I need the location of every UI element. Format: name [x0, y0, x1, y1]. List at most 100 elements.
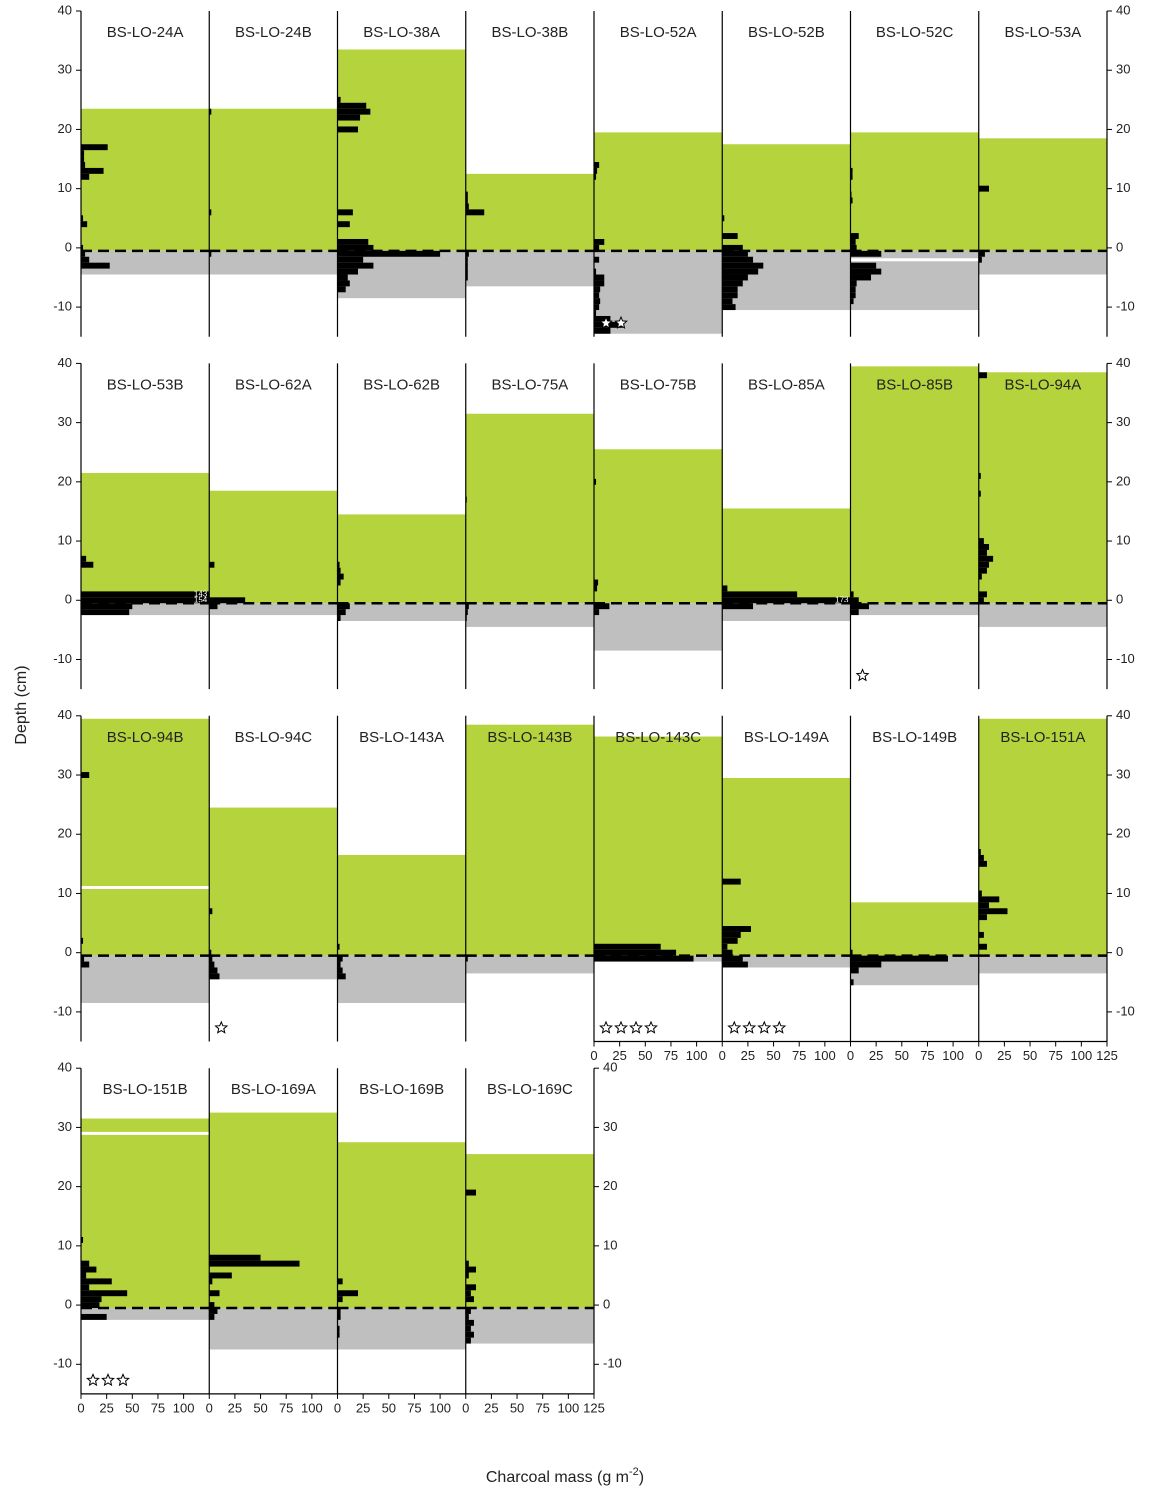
bar: [594, 585, 598, 592]
panel-title: BS-LO-52C: [876, 24, 954, 41]
y-tick-label: 40: [1116, 707, 1130, 722]
bar: [465, 1313, 469, 1320]
x-tick-label: 0: [975, 1048, 982, 1063]
bar: [337, 961, 341, 968]
panel-title: BS-LO-75A: [492, 376, 569, 393]
bar: [209, 1278, 213, 1285]
bar: [850, 238, 856, 245]
bar: [81, 955, 85, 962]
y-tick-label: 30: [58, 62, 72, 77]
panel-title: BS-LO-143B: [487, 729, 572, 746]
x-tick-label: 50: [638, 1048, 652, 1063]
y-tick-label: 40: [58, 2, 72, 17]
bar: [337, 209, 353, 216]
bar: [978, 472, 981, 479]
bar: [978, 250, 985, 257]
panel-title: BS-LO-94B: [107, 729, 184, 746]
bar: [209, 1302, 215, 1309]
bar: [337, 943, 340, 950]
bar: [209, 597, 246, 604]
bar: [594, 579, 599, 586]
bar: [209, 908, 213, 915]
x-axis-label: Charcoal mass (g m-2): [486, 1466, 644, 1486]
x-tick-label: 0: [77, 1400, 84, 1415]
panel: BS-LO-85B: [849, 363, 979, 690]
bar: [465, 1308, 471, 1314]
bar: [337, 108, 371, 115]
bar: [722, 262, 764, 269]
x-tick-label: 25: [228, 1400, 242, 1415]
bar: [465, 609, 468, 616]
x-tick-label: 75: [664, 1048, 678, 1063]
base-layer: [209, 250, 338, 275]
panel: BS-LO-94C: [208, 715, 338, 1042]
bar: [81, 173, 90, 180]
bar: [594, 274, 605, 281]
bar: [722, 961, 748, 968]
y-tick-label: 20: [58, 121, 72, 136]
y-tick-label: 0: [603, 1297, 610, 1312]
y-tick-label: -10: [53, 299, 72, 314]
bar: [337, 286, 346, 293]
panel-title: BS-LO-85B: [876, 376, 953, 393]
y-tick-label: 10: [603, 1237, 617, 1252]
bar: [465, 1296, 474, 1303]
bar: [978, 256, 982, 263]
base-layer: [978, 250, 1107, 275]
star: [742, 1020, 757, 1034]
base-layer: [209, 603, 338, 616]
bars: [81, 772, 90, 968]
bars: [337, 1278, 359, 1338]
y-tick-label: 0: [1116, 944, 1123, 959]
bar: [81, 156, 85, 163]
y-tick-label: 40: [603, 1060, 617, 1075]
panel-title: BS-LO-85A: [748, 376, 825, 393]
panel-title: BS-LO-149B: [872, 729, 957, 746]
bar: [209, 961, 215, 968]
bar: [594, 943, 661, 950]
x-tick-label: 25: [484, 1400, 498, 1415]
bar: [978, 490, 981, 497]
bar: [594, 304, 600, 311]
bar: [594, 244, 600, 251]
surface-layer: [81, 472, 210, 604]
star: [757, 1020, 772, 1034]
bars: [209, 108, 212, 257]
star: [116, 1373, 130, 1387]
bar: [850, 233, 859, 239]
bar: [978, 544, 990, 550]
surface-layer: [465, 1154, 594, 1309]
panel-title: BS-LO-94C: [235, 729, 313, 746]
base-layer: [465, 250, 594, 287]
panel: 173 BS-LO-85A: [721, 363, 851, 690]
panel: BS-LO-52C: [849, 11, 979, 337]
bar: [850, 274, 872, 281]
x-tick-label: 0: [847, 1048, 854, 1063]
y-tick-label: 20: [1116, 826, 1130, 841]
bar: [465, 603, 469, 610]
bar: [209, 973, 220, 980]
panel: BS-LO-52A: [593, 11, 723, 337]
x-tick-label: 125: [583, 1400, 605, 1415]
base-layer: [850, 603, 979, 616]
panel-title: BS-LO-24B: [235, 24, 312, 41]
x-tick-label: 75: [279, 1400, 293, 1415]
x-tick-label: 100: [814, 1048, 836, 1063]
base-layer: [209, 955, 338, 980]
bar: [465, 256, 468, 263]
surface-layer: [978, 138, 1107, 251]
bar: [978, 597, 984, 604]
bar: [722, 943, 728, 950]
bar: [850, 244, 857, 251]
bar: [594, 286, 601, 293]
bar: [594, 310, 597, 316]
bar: [978, 849, 981, 855]
bar: [81, 561, 94, 568]
bar: [722, 250, 748, 257]
bar: [722, 931, 741, 938]
bar: [209, 1272, 232, 1279]
bar: [209, 1254, 261, 1261]
bar: [978, 896, 1000, 903]
bar: [594, 298, 601, 305]
x-tick-label: 25: [99, 1400, 113, 1415]
